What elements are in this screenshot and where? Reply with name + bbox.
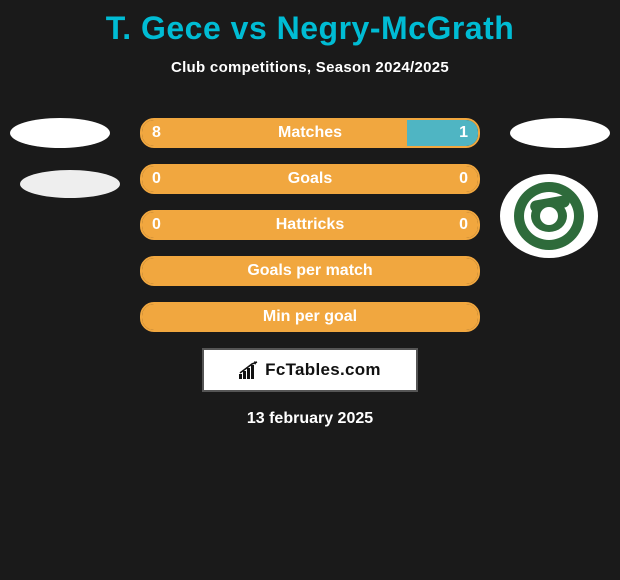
brand-text: FcTables.com [265,360,381,380]
stat-bar: Min per goal [140,302,480,332]
stat-row: Goals per match [0,256,620,286]
stat-row: Hattricks0 0 [0,210,620,240]
date-label: 13 february 2025 [0,410,620,428]
stat-label: Goals [142,166,478,192]
stat-bar: Goals0 0 [140,164,480,194]
stat-label: Hattricks [142,212,478,238]
stat-value-right: 1 [459,120,468,146]
stat-row: Min per goal [0,302,620,332]
stat-value-right: 0 [459,212,468,238]
stat-row: Goals0 0 [0,164,620,194]
subtitle: Club competitions, Season 2024/2025 [0,59,620,76]
page-title: T. Gece vs Negry-McGrath [0,0,620,47]
stat-value-left: 8 [152,120,161,146]
brand-box: FcTables.com [202,348,418,392]
fctables-logo-icon [239,361,261,379]
comparison-stage: Matches81Goals00Hattricks00Goals per mat… [0,118,620,428]
stat-label: Matches [142,120,478,146]
stat-label: Min per goal [142,304,478,330]
stat-value-left: 0 [152,166,161,192]
stat-row: Matches8 1 [0,118,620,148]
stat-bar: Matches8 1 [140,118,480,148]
stat-bar: Goals per match [140,256,480,286]
stat-rows: Matches81Goals00Hattricks00Goals per mat… [0,118,620,332]
stat-value-left: 0 [152,212,161,238]
stat-value-right: 0 [459,166,468,192]
stat-label: Goals per match [142,258,478,284]
stat-bar: Hattricks0 0 [140,210,480,240]
